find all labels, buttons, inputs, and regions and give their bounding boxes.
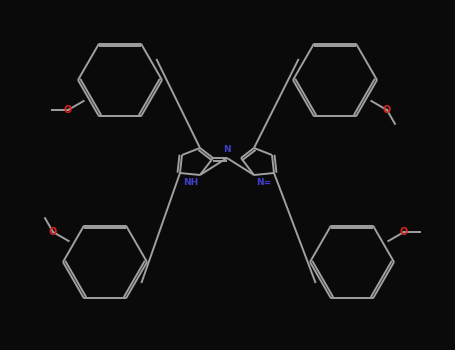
Text: O: O (49, 227, 57, 237)
Text: NH: NH (183, 178, 198, 187)
Text: O: O (64, 105, 72, 115)
Text: O: O (383, 105, 391, 115)
Text: O: O (400, 227, 408, 237)
Text: N: N (223, 145, 231, 154)
Text: N=: N= (256, 178, 271, 187)
